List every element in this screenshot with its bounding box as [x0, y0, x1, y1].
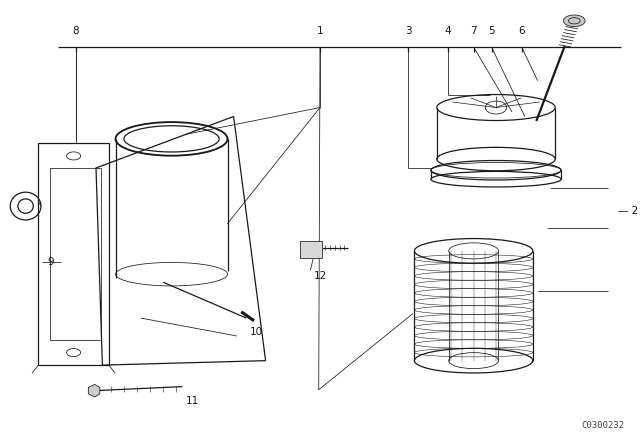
- Text: 10: 10: [250, 327, 263, 336]
- Text: 11: 11: [186, 396, 199, 406]
- Text: — 2: — 2: [618, 206, 638, 215]
- Text: 1: 1: [317, 26, 323, 36]
- Bar: [38, 143, 109, 365]
- Bar: [50, 168, 101, 340]
- Text: 7: 7: [470, 26, 477, 36]
- Text: C0300232: C0300232: [581, 421, 624, 430]
- Text: 12: 12: [314, 271, 327, 280]
- Text: 6: 6: [518, 26, 525, 36]
- Polygon shape: [300, 241, 322, 258]
- Text: 3: 3: [405, 26, 412, 36]
- Polygon shape: [88, 384, 100, 397]
- Text: 8: 8: [72, 26, 79, 36]
- Ellipse shape: [563, 15, 585, 26]
- Polygon shape: [96, 116, 266, 365]
- Text: 5: 5: [488, 26, 495, 36]
- Text: 9: 9: [48, 257, 54, 267]
- Text: 4: 4: [445, 26, 451, 36]
